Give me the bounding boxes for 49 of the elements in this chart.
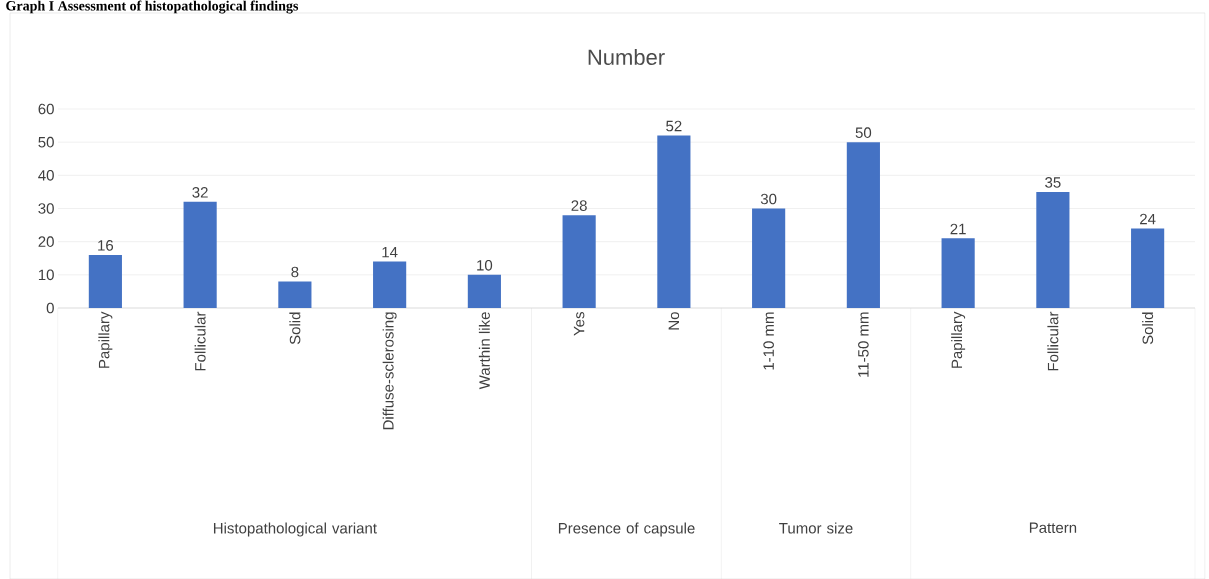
x-tick-label: 11-50 mm — [858, 312, 869, 377]
x-tick-label: 1-10 mm — [763, 312, 774, 370]
bar — [846, 142, 880, 308]
bar — [373, 261, 407, 308]
data-label: 35 — [1045, 177, 1061, 188]
bar — [1131, 228, 1165, 308]
data-label: 52 — [666, 120, 682, 132]
x-tick-label: Diffuse-sclerosing — [382, 312, 397, 430]
bar — [752, 208, 786, 308]
bar — [1036, 191, 1070, 308]
bar — [467, 274, 501, 308]
y-tick-label: 0 — [46, 302, 54, 314]
x-tick-label: Follicular — [194, 311, 206, 371]
x-tick-label: Solid — [1142, 312, 1154, 345]
data-label: 28 — [571, 200, 587, 211]
y-tick-label: 60 — [38, 103, 54, 115]
data-label: 24 — [1140, 213, 1156, 225]
data-label: 8 — [291, 266, 299, 278]
chart-title: Graph I Assessment of histopathological findings — [6, 0, 299, 14]
text: Presence of capsule — [558, 522, 695, 537]
x-tick-label: Yes — [573, 312, 585, 336]
x-tick-label: No — [668, 312, 680, 330]
x-tick-label: Papillary — [951, 311, 966, 368]
y-tick-label: 10 — [38, 269, 54, 281]
x-tick-label: Solid — [289, 312, 301, 345]
x-tick-label: Papillary — [98, 311, 113, 368]
y-tick-label: 30 — [38, 203, 54, 214]
bar — [183, 201, 217, 308]
data-label: 16 — [98, 240, 114, 251]
chart-subtitle: Number — [588, 48, 665, 66]
y-tick-label: 40 — [38, 170, 54, 181]
data-label: 14 — [382, 247, 398, 258]
y-tick-label: 50 — [38, 136, 54, 148]
data-label: 50 — [855, 127, 872, 138]
bar — [657, 135, 691, 308]
bar — [941, 238, 975, 308]
bar — [88, 254, 122, 308]
x-tick-label: Warthin like — [478, 312, 490, 390]
bar — [278, 281, 312, 308]
data-label: 32 — [192, 187, 208, 198]
data-label: 10 — [477, 260, 493, 271]
text: Pattern — [1029, 522, 1077, 533]
text: Histopathological variant — [213, 522, 377, 537]
bar — [562, 215, 596, 308]
data-label: 21 — [950, 223, 966, 235]
y-tick-label: 20 — [38, 236, 54, 247]
data-label: 30 — [760, 193, 777, 205]
x-tick-label: Follicular — [1047, 311, 1059, 371]
text: Tumor size — [779, 522, 853, 534]
